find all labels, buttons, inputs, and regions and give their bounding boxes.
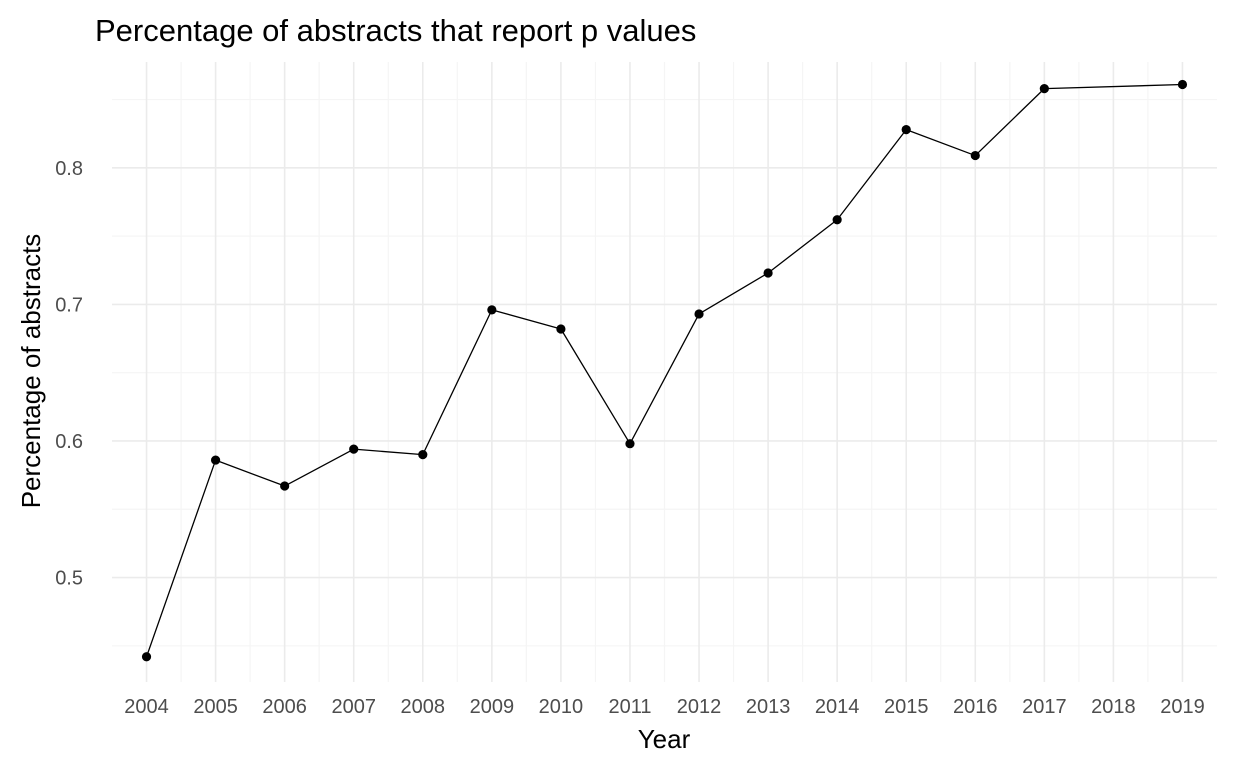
y-tick-label: 0.5 (55, 568, 83, 590)
major-gridlines (112, 62, 1217, 682)
data-point (694, 309, 704, 319)
data-point (970, 150, 980, 161)
data-point (280, 481, 290, 491)
y-axis-title: Percentage of abstracts (16, 234, 46, 509)
data-point (1177, 79, 1188, 90)
minor-gridlines (112, 62, 1217, 682)
series-points-group (141, 79, 1188, 662)
x-tick-label: 2015 (884, 696, 929, 718)
x-tick-label: 2005 (193, 696, 238, 718)
x-tick-label: 2004 (124, 696, 169, 718)
x-tick-label: 2007 (331, 696, 376, 718)
data-point (901, 124, 911, 135)
x-tick-label: 2017 (1022, 696, 1067, 718)
x-axis-title: Year (638, 724, 691, 754)
x-tick-label: 2006 (262, 696, 307, 718)
data-point (487, 305, 497, 315)
data-point (832, 215, 842, 225)
data-point (418, 450, 428, 460)
x-tick-label: 2016 (953, 696, 998, 718)
y-tick-label: 0.6 (55, 431, 83, 453)
data-point (349, 444, 359, 454)
x-tick-label: 2008 (401, 696, 446, 718)
chart-title: Percentage of abstracts that report p va… (95, 13, 696, 48)
x-axis-tick-labels: 2004 2005 2006 2007 2008 2009 2010 2011 2012 2013… (124, 696, 1204, 718)
x-tick-label: 2011 (608, 696, 651, 718)
x-tick-label: 2013 (746, 696, 791, 718)
x-tick-label: 2009 (470, 696, 515, 718)
x-tick-label: 2010 (539, 696, 584, 718)
data-point (763, 268, 773, 278)
data-point (210, 455, 221, 465)
data-point (1039, 84, 1049, 94)
y-axis-tick-labels: 0.5 0.6 0.7 0.8 (55, 158, 83, 590)
data-point (625, 439, 635, 449)
y-tick-label: 0.7 (55, 294, 83, 316)
x-tick-label: 2014 (815, 696, 860, 718)
x-tick-label: 2019 (1160, 696, 1205, 718)
data-point (556, 324, 566, 334)
x-tick-label: 2018 (1091, 696, 1136, 718)
y-tick-label: 0.8 (55, 158, 83, 180)
x-tick-label: 2012 (677, 696, 722, 718)
data-point (141, 652, 152, 662)
